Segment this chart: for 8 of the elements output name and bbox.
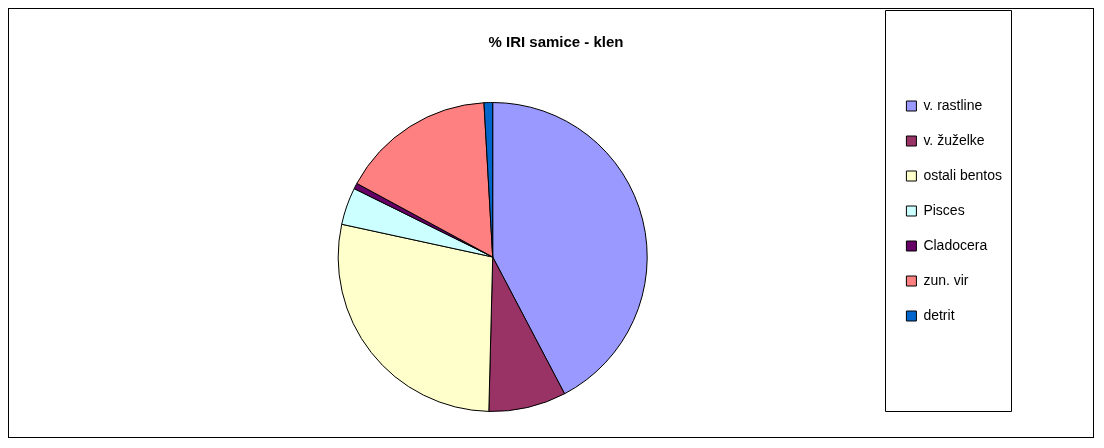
legend-label: v. rastline xyxy=(923,96,983,113)
legend-label: v. žuželke xyxy=(923,131,985,148)
legend-label: detrit xyxy=(923,306,955,323)
legend-label: Cladocera xyxy=(923,236,988,253)
legend-label: Pisces xyxy=(923,201,965,218)
text: % IRI samice - klen xyxy=(488,33,624,51)
legend-label: ostali bentos xyxy=(923,166,1002,183)
legend-label: zun. vir xyxy=(923,271,969,288)
